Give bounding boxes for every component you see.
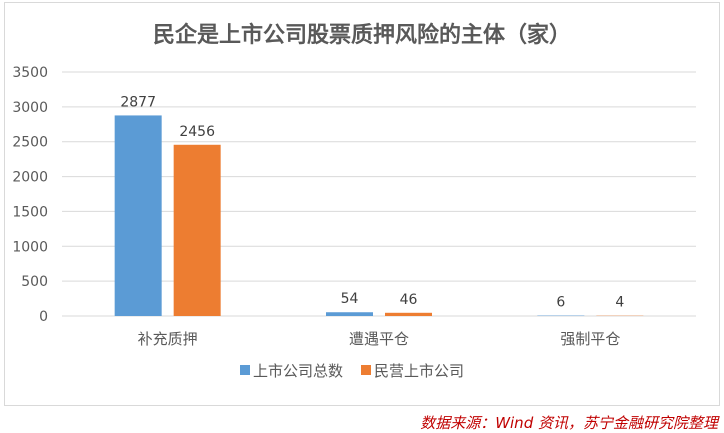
legend-label: 民营上市公司 xyxy=(374,362,464,380)
legend-swatch-1 xyxy=(361,365,371,375)
source-note: 数据来源：Wind 资讯，苏宁金融研究院整理 xyxy=(420,414,718,432)
x-tick-label: 补充质押 xyxy=(138,330,198,348)
legend-swatch-0 xyxy=(240,365,250,375)
x-tick-label: 遭遇平仓 xyxy=(349,330,409,348)
bar-private-0 xyxy=(173,144,221,316)
bar-total-0 xyxy=(114,115,162,316)
y-tick-label: 1500 xyxy=(12,204,48,220)
data-label: 6 xyxy=(556,295,565,311)
bar-private-1 xyxy=(385,312,432,316)
chart-title: 民企是上市公司股票质押风险的主体（家） xyxy=(153,22,571,48)
data-label: 2456 xyxy=(179,124,215,140)
y-tick-label: 1000 xyxy=(12,239,48,255)
data-label: 2877 xyxy=(120,94,156,110)
data-label: 4 xyxy=(615,295,624,311)
data-label: 54 xyxy=(341,291,359,307)
y-tick-label: 3000 xyxy=(12,100,48,116)
bar-total-1 xyxy=(326,312,373,316)
x-tick-label: 强制平仓 xyxy=(560,330,620,348)
data-label: 46 xyxy=(400,292,418,308)
y-tick-label: 3500 xyxy=(12,65,48,81)
legend-label: 上市公司总数 xyxy=(253,362,343,380)
y-tick-label: 2000 xyxy=(12,170,48,186)
bar-chart: 民企是上市公司股票质押风险的主体（家） 0 500 1000 1500 2000 2500 3… xyxy=(12,22,696,380)
y-tick-label: 2500 xyxy=(12,135,48,151)
y-tick-label: 0 xyxy=(39,309,48,325)
y-tick-label: 500 xyxy=(21,274,48,290)
